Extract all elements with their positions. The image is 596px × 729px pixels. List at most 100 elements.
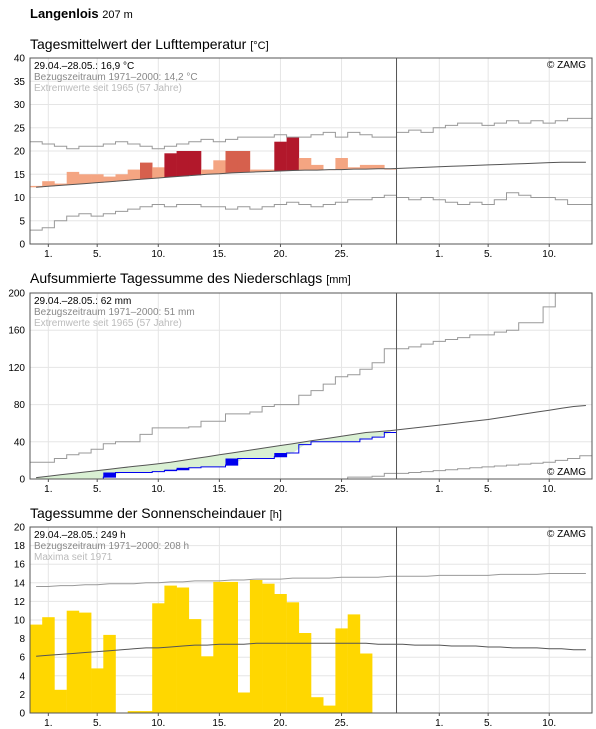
legend-entry: Bezugszeitraum 1971–2000: 14,2 °C [34,72,198,83]
x-tick-label: 5. [93,249,101,260]
x-tick-label: 1. [435,484,443,495]
x-tick-label: 1. [435,249,443,260]
temperature-day-bar [103,176,116,182]
temperature-day-bar [237,151,251,173]
sunshine-day-bar [164,585,177,713]
sunshine-day-bar [140,711,153,713]
temperature-day-bar [213,160,226,174]
x-tick-label: 5. [93,484,101,495]
legend-entry: Bezugszeitraum 1971–2000: 51 mm [34,307,195,318]
y-tick-label: 200 [8,289,25,300]
sunshine-day-bar [298,633,312,713]
precip-day-bar [176,467,190,470]
temperature-day-bar [176,151,190,177]
sunshine-day-bar [359,653,373,713]
x-tick-label: 20. [274,718,288,729]
x-tick-label: 15. [212,249,226,260]
temperature-day-bar [78,174,92,184]
y-tick-label: 4 [19,671,25,682]
temperature-day-bar [152,167,165,178]
temperature-day-bar [298,158,312,171]
x-tick-label: 20. [274,484,288,495]
precip-day-bar [274,453,287,457]
x-tick-label: 20. [274,249,288,260]
y-tick-label: 6 [19,653,25,664]
sunshine-day-bar [323,705,336,713]
temperature-day-bar [140,162,153,179]
x-tick-label: 10. [542,484,556,495]
y-tick-label: 40 [14,437,26,448]
series-normal [36,405,586,479]
sunshine-day-bar [54,689,67,714]
x-tick-label: 10. [542,249,556,260]
y-tick-label: 0 [19,475,25,486]
sunshine-day-bar [176,587,190,713]
x-tick-label: 10. [542,718,556,729]
y-tick-label: 25 [14,123,26,134]
plot-frame [29,57,593,245]
temperature-day-bar [66,171,80,185]
sunshine-day-bar [335,628,348,713]
y-tick-label: 16 [14,560,26,571]
sunshine-day-bar [103,634,116,713]
x-tick-label: 10. [151,484,165,495]
temperature-day-bar [201,169,214,175]
temperature-day-bar [54,183,67,186]
y-tick-label: 160 [8,326,25,337]
legend-entry: Extremwerte seit 1965 (57 Jahre) [34,318,182,329]
sunshine-day-bar [225,581,238,713]
precip-day-bar [225,458,238,465]
station-elevation: 207 m [102,9,133,21]
series-normal [36,642,586,657]
station-name: Langenlois [30,6,99,21]
chart-unit: [h] [269,509,282,521]
y-tick-label: 18 [14,541,26,552]
temperature-day-bar [286,137,300,171]
x-tick-label: 25. [335,484,349,495]
temperature-day-bar [359,164,373,170]
chart-unit: [°C] [250,40,269,52]
chart-panel-2: 0 2 4 6 8 10 12 14 16 18 20 1. 5. 10. 15. 20. 25. 1. 5. 10.… [14,523,593,729]
y-tick-label: 40 [14,54,26,65]
series-observed-sum [30,432,397,480]
y-tick-label: 10 [14,193,26,204]
sunshine-day-bar [201,656,214,713]
x-tick-label: 5. [93,718,101,729]
y-tick-label: 10 [14,616,26,627]
station-header: Langenlois 207 m [30,6,133,21]
legend-entry: Bezugszeitraum 1971–2000: 208 h [34,541,189,552]
series-extreme-max [30,292,592,463]
chart-title-text: Tagesmittelwert der Lufttemperatur [30,36,247,52]
sunshine-day-bar [249,580,263,713]
y-tick-label: 20 [14,523,26,534]
temperature-day-bar [164,153,177,177]
chart-panel-0: 0 5 10 15 20 25 30 35 40 1. 5. 10. 15. 20. 25. 1. 5. 10. 2… [14,54,593,260]
y-tick-label: 0 [19,240,25,251]
legend-entry: Extremwerte seit 1965 (57 Jahre) [34,83,182,94]
temperature-day-bar [274,141,287,171]
y-tick-label: 8 [19,634,25,645]
x-tick-label: 5. [484,484,492,495]
sunshine-day-bar [78,612,92,713]
y-tick-label: 5 [19,216,25,227]
sunshine-day-bar [347,614,361,713]
temperature-day-bar [91,174,104,183]
x-tick-label: 1. [435,718,443,729]
sunshine-day-bar [42,617,55,713]
legend-entry: 29.04.–28.05.: 249 h [34,530,126,541]
legend-entry: 29.04.–28.05.: 62 mm [34,296,131,307]
x-tick-label: 5. [484,249,492,260]
temperature-day-bar [249,169,263,172]
temperature-day-bar [115,174,128,181]
copyright-label: © ZAMG [547,529,586,540]
temperature-day-bar [372,164,385,169]
y-tick-label: 30 [14,100,26,111]
y-tick-label: 0 [19,709,25,720]
x-tick-label: 1. [44,718,52,729]
x-tick-label: 5. [484,718,492,729]
copyright-label: © ZAMG [547,60,586,71]
series-extreme-max [30,117,592,150]
temperature-day-bar [30,185,43,188]
legend-entry: Maxima seit 1971 [34,552,113,563]
